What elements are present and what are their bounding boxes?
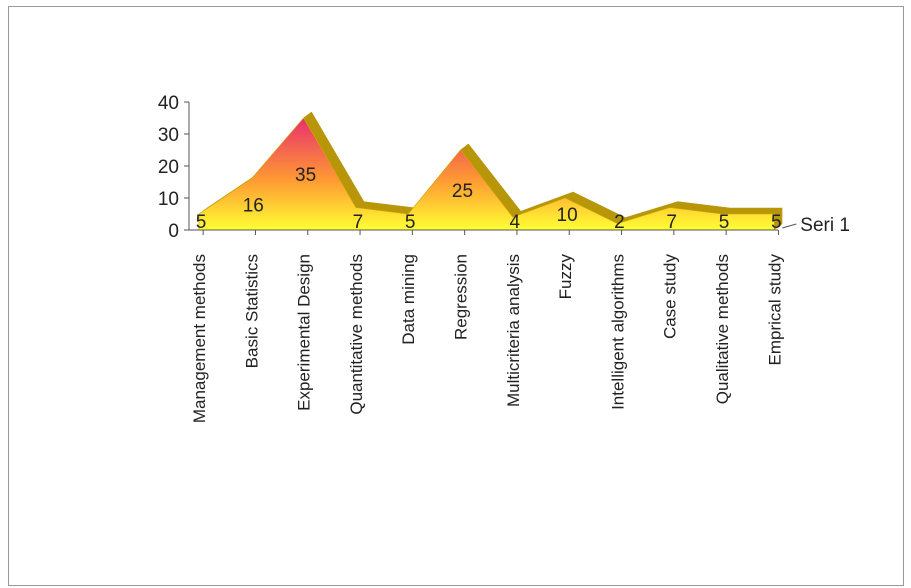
data-label: 25	[452, 181, 473, 202]
data-label: 5	[719, 212, 730, 233]
category-label: Experimental Design	[295, 254, 314, 411]
area-front-layer	[198, 117, 775, 231]
series-name-label: Seri 1	[800, 215, 850, 236]
data-label: 35	[295, 165, 316, 186]
category-label: Emprical study	[765, 254, 784, 366]
data-label: 10	[557, 205, 578, 226]
category-label: Data mining	[399, 254, 418, 345]
data-label: 7	[666, 212, 677, 233]
y-tick-label: 10	[158, 189, 179, 210]
y-tick-label: 30	[158, 125, 179, 146]
category-label: Management methods	[190, 254, 209, 423]
category-label: Multicriteria analysis	[504, 254, 523, 407]
y-tick-label: 20	[158, 157, 179, 178]
category-label: Basic Statistics	[242, 254, 261, 368]
category-label: Case study	[661, 254, 680, 340]
y-tick-label: 0	[168, 221, 179, 242]
labels: 0 10 20 30 40 Management methods Basic Statist…	[158, 93, 850, 423]
data-label: 2	[614, 212, 625, 233]
data-label: 7	[353, 212, 364, 233]
area-series-seri-1	[198, 117, 775, 231]
category-label: Quantitative methods	[347, 254, 366, 415]
data-label: 5	[405, 212, 416, 233]
category-label: Regression	[452, 254, 471, 340]
data-label: 5	[196, 212, 207, 233]
axes	[184, 101, 797, 235]
y-tick-label: 40	[158, 93, 179, 114]
series-label-leader	[782, 223, 797, 229]
chart-frame: 0 10 20 30 40 Management methods Basic Statist…	[8, 6, 904, 586]
category-label: Qualitative methods	[713, 254, 732, 404]
category-label: Fuzzy	[556, 254, 575, 300]
data-label: 16	[243, 195, 264, 216]
data-label: 5	[771, 212, 782, 233]
area-end-face	[774, 208, 783, 230]
area-chart: 0 10 20 30 40 Management methods Basic Statist…	[158, 93, 850, 423]
category-label: Intelligent algorithms	[608, 254, 627, 410]
data-label: 4	[510, 212, 521, 233]
